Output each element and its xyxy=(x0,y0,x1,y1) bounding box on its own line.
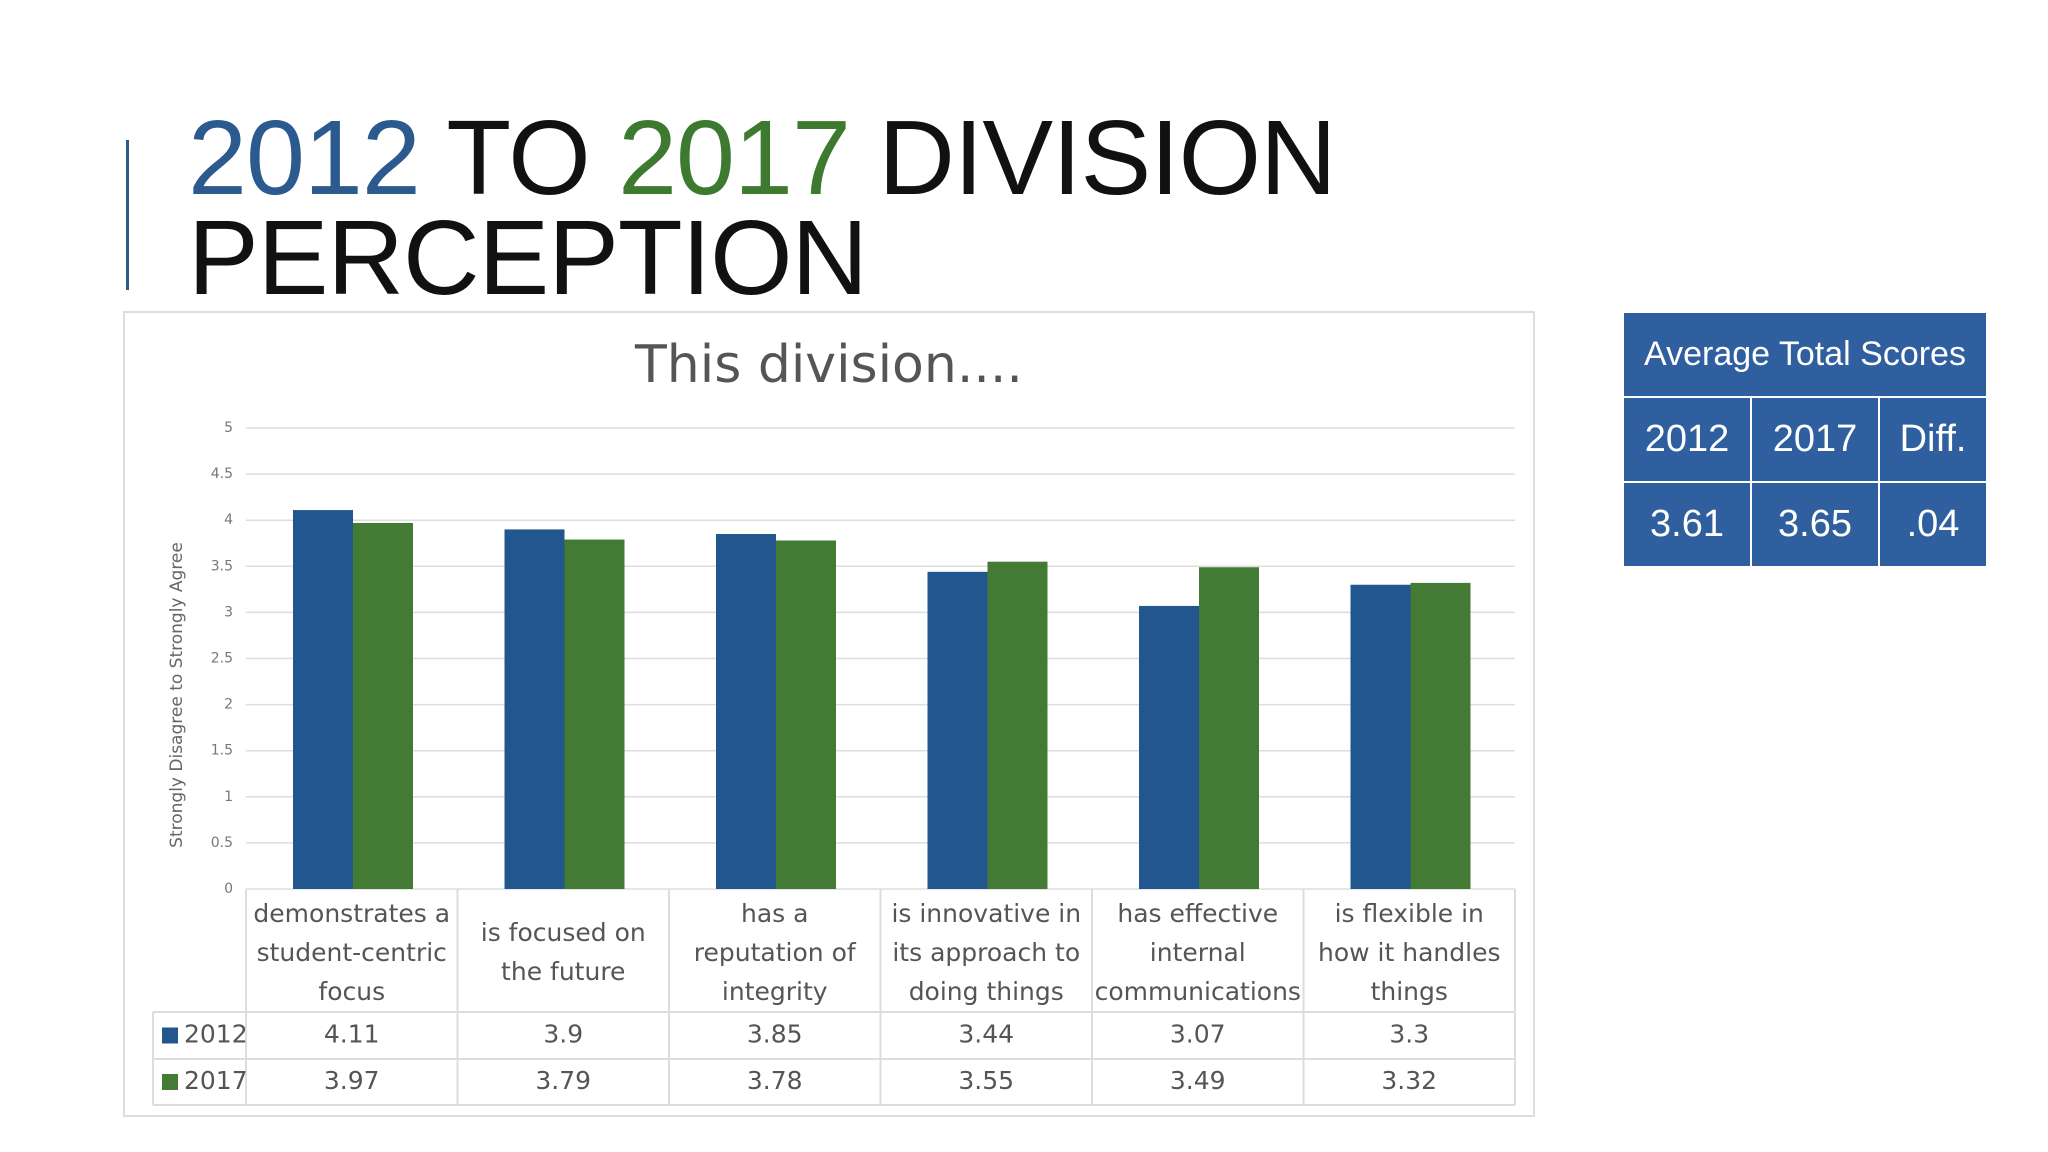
y-tick-label: 5 xyxy=(224,420,233,436)
bar xyxy=(1139,605,1199,889)
data-table-value: 3.78 xyxy=(747,1066,803,1095)
side-table-cell: 3.65 xyxy=(1750,481,1880,568)
bar xyxy=(716,534,776,889)
title-year: 2017 xyxy=(618,99,851,217)
x-tick-label: is focused on the future xyxy=(480,918,646,986)
y-tick-label: 3.5 xyxy=(211,558,233,574)
bar xyxy=(504,529,565,889)
side-table-column: 2012 xyxy=(1622,396,1752,483)
side-table-cell: 3.61 xyxy=(1622,481,1752,568)
bar xyxy=(987,561,1048,889)
bar xyxy=(353,522,413,889)
data-table-value: 3.49 xyxy=(1170,1066,1226,1095)
x-tick-label: has effective internal communications xyxy=(1094,898,1301,1006)
data-table-value: 3.85 xyxy=(747,1020,803,1049)
slide-title: 2012 TO 2017 DIVISION PERCEPTION xyxy=(188,105,1337,311)
accent-bar xyxy=(126,140,129,290)
legend-swatch xyxy=(162,1074,178,1090)
legend-swatch xyxy=(162,1027,178,1044)
bar xyxy=(927,571,988,889)
bar xyxy=(1410,582,1471,889)
y-tick-label: 0 xyxy=(224,881,233,897)
legend-label: 2012 xyxy=(184,1020,248,1049)
data-table-value: 3.79 xyxy=(535,1066,591,1095)
bar xyxy=(564,539,625,889)
data-table-value: 3.97 xyxy=(324,1066,380,1095)
title-word: TO xyxy=(446,99,590,217)
y-tick-label: 4.5 xyxy=(211,466,233,482)
bar xyxy=(1350,584,1411,889)
bar xyxy=(776,540,836,889)
y-tick-label: 1 xyxy=(224,789,233,805)
chart-frame xyxy=(123,311,1535,1117)
title-word: DIVISION xyxy=(878,99,1336,217)
title-word: PERCEPTION xyxy=(188,199,868,317)
side-table-header: Average Total Scores xyxy=(1622,311,1988,398)
data-table-value: 3.32 xyxy=(1381,1066,1437,1095)
x-tick-label: is flexible in how it handles things xyxy=(1318,898,1501,1006)
y-tick-label: 3 xyxy=(224,604,233,620)
side-table-cell: .04 xyxy=(1878,481,1988,568)
x-tick-label: demonstrates a student-centric focus xyxy=(253,898,451,1006)
y-tick-label: 4 xyxy=(224,512,233,528)
bar xyxy=(293,510,353,889)
data-table-value: 3.9 xyxy=(543,1020,583,1049)
bar xyxy=(1199,567,1259,889)
y-tick-label: 1.5 xyxy=(211,743,233,759)
side-table-column: 2017 xyxy=(1750,396,1880,483)
data-table-value: 3.55 xyxy=(958,1066,1014,1095)
data-table-value: 4.11 xyxy=(324,1020,380,1049)
x-tick-label: is innovative in its approach to doing t… xyxy=(891,898,1082,1006)
data-table-value: 3.44 xyxy=(958,1020,1014,1049)
title-year: 2012 xyxy=(188,99,421,217)
side-table-column: Diff. xyxy=(1878,396,1988,483)
side-table: Average Total Scores 2012 2017 Diff. 3.61 3… xyxy=(1622,311,1988,568)
y-tick-label: 2.5 xyxy=(211,651,233,667)
y-tick-label: 2 xyxy=(224,697,233,713)
data-table-value: 3.3 xyxy=(1389,1020,1429,1049)
y-axis-label: Strongly Disagree to Strongly Agree xyxy=(167,542,187,848)
x-tick-label: has a reputation of integrity xyxy=(693,898,856,1006)
chart-title: This division.... xyxy=(634,335,1023,395)
legend-label: 2017 xyxy=(184,1066,248,1095)
y-tick-label: 0.5 xyxy=(211,835,233,851)
data-table-value: 3.07 xyxy=(1170,1020,1226,1049)
